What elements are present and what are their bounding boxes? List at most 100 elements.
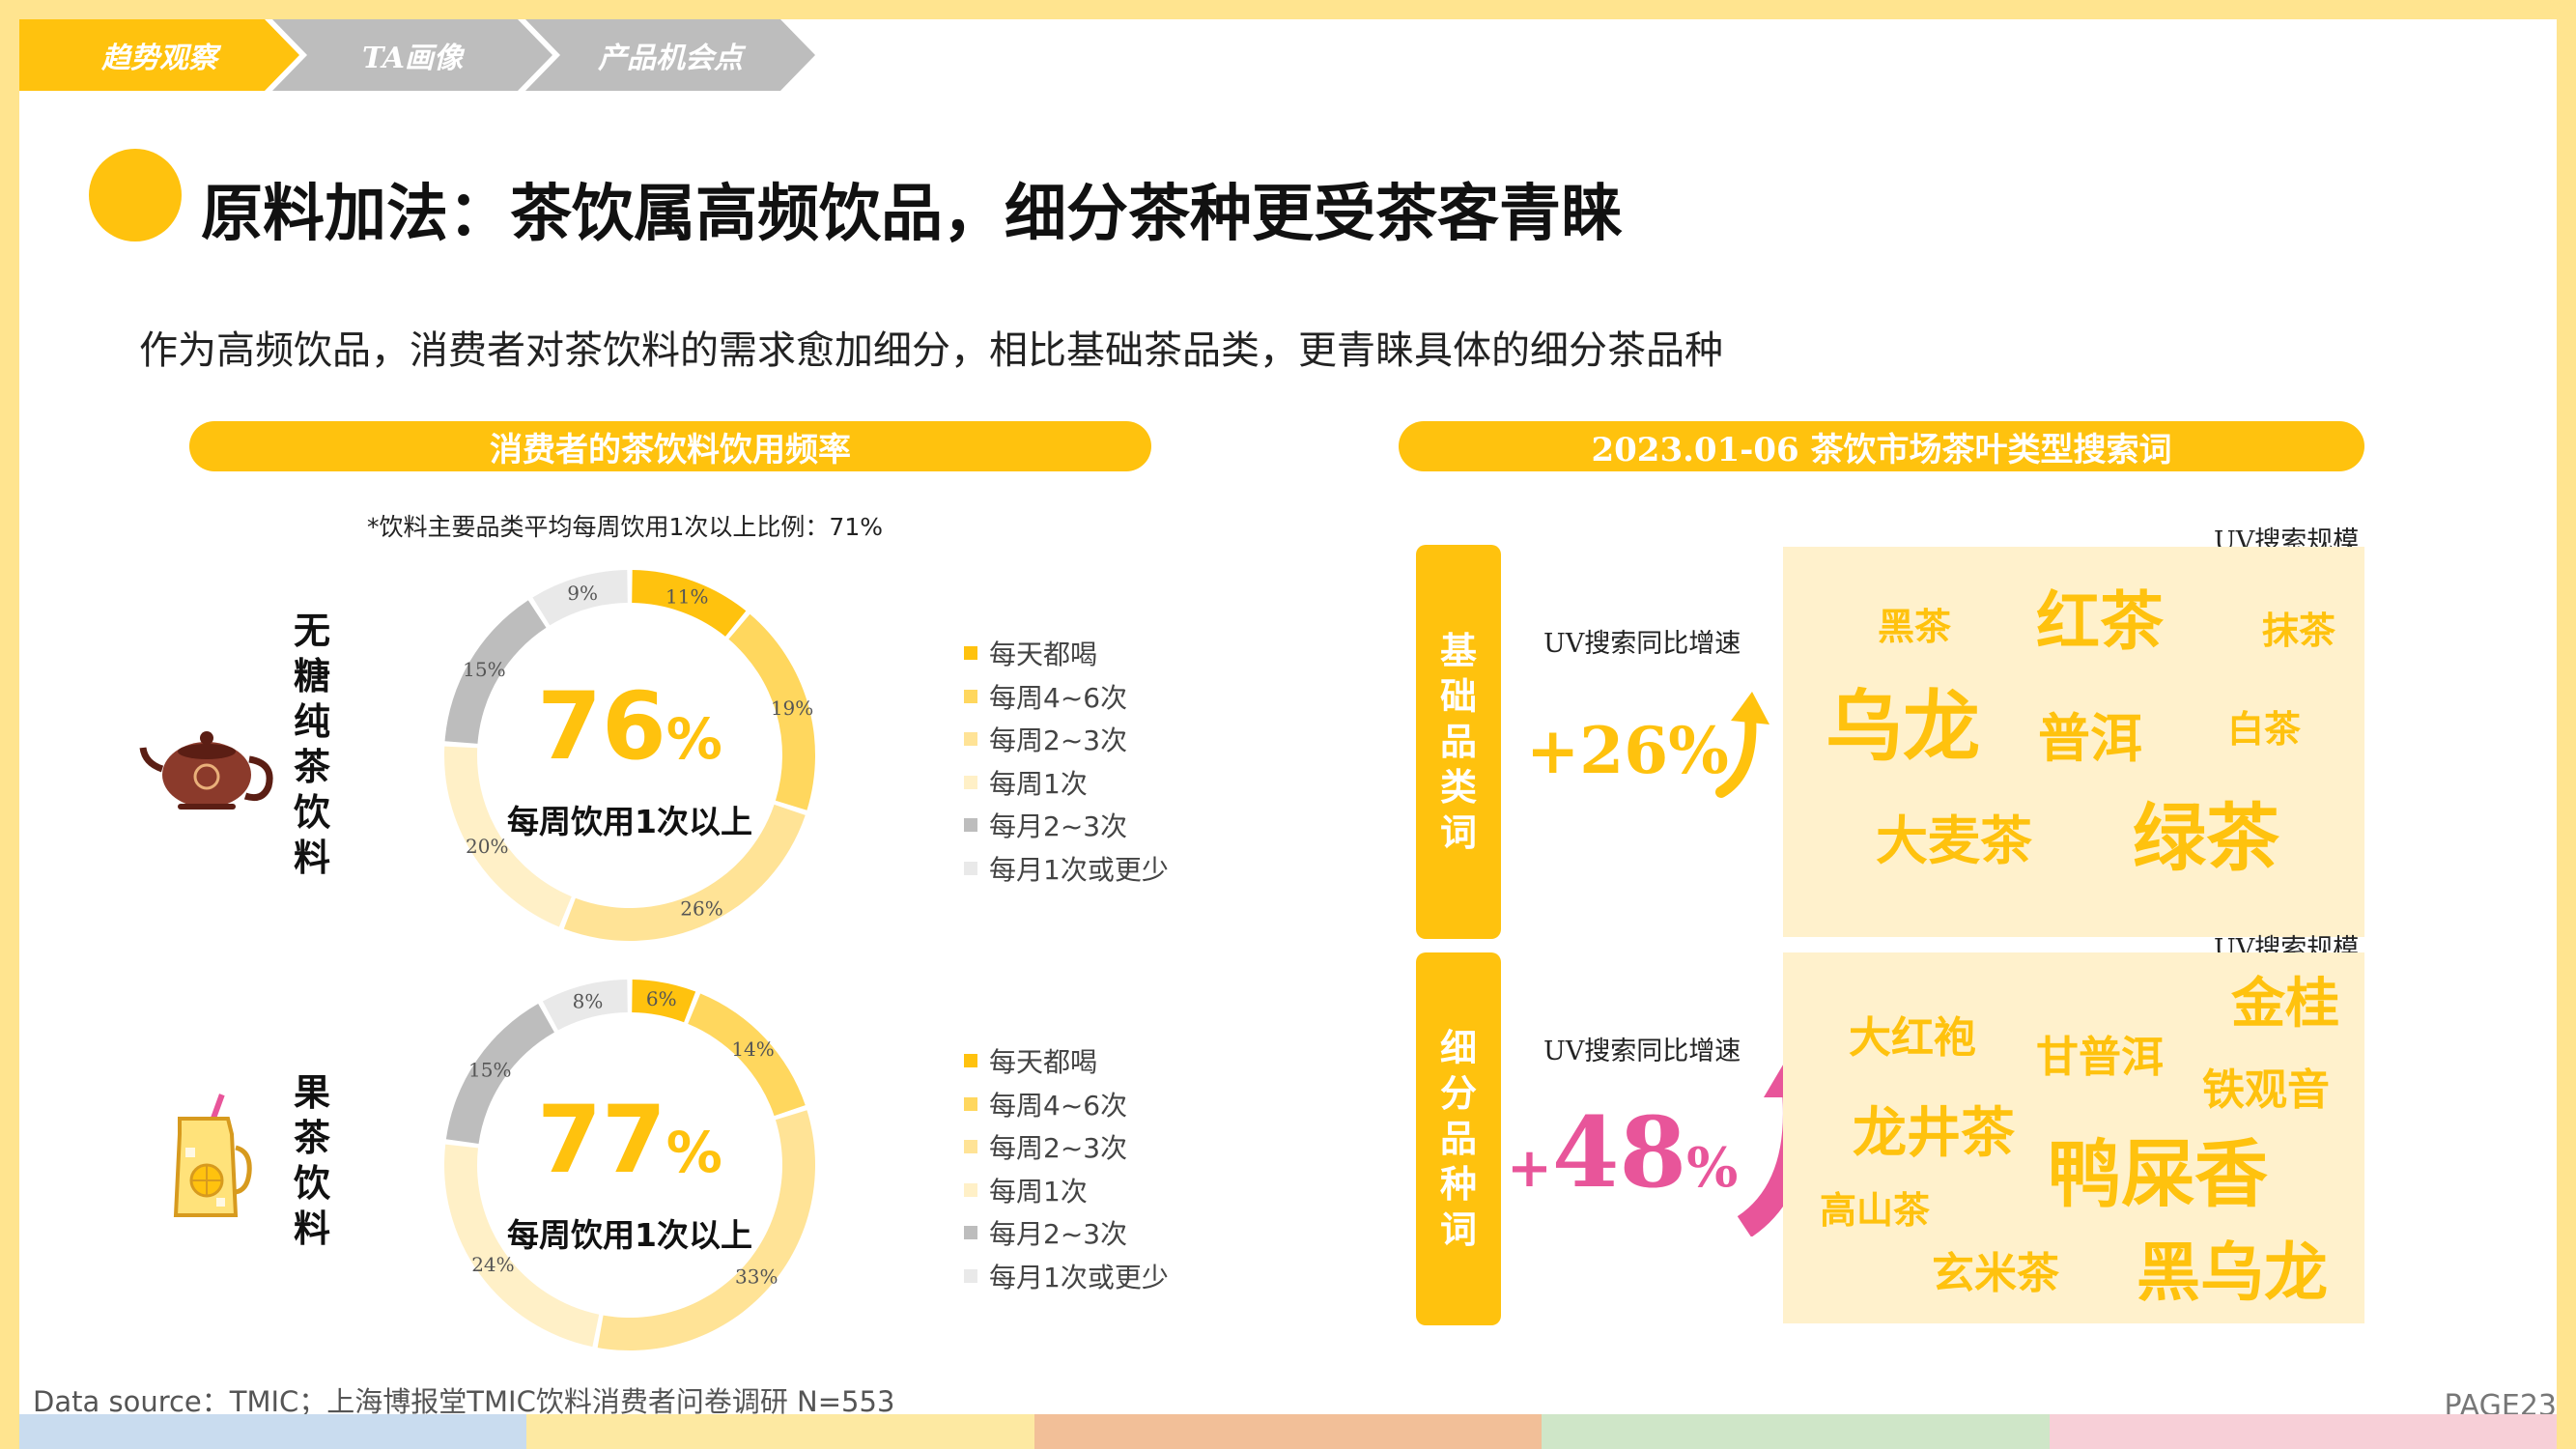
donut-slice (728, 613, 815, 810)
legend-label: 每周1次 (989, 1175, 1088, 1208)
legend-label: 每周2~3次 (989, 724, 1128, 757)
word-cloud-variety: 金桂 大红袍 甘普洱 铁观音 龙井茶 鸭屎香 高山茶 玄米茶 黑乌龙 (1783, 952, 2364, 1323)
variety-growth-value: +48% (1507, 1095, 1738, 1209)
growth-arrow-up-icon (1715, 692, 1769, 798)
page-title: 原料加法：茶饮属高频饮品，细分茶种更受茶客青睐 (201, 179, 1623, 250)
chart1-title-char: 料 (293, 837, 330, 879)
donut-slice (563, 804, 806, 941)
word-heiwulong: 黑乌龙 (2137, 1236, 2328, 1310)
donut-slice (597, 1110, 815, 1350)
legend-swatch (964, 1182, 977, 1197)
legend-item: 每周4~6次 (964, 675, 1169, 719)
basic-label-char: 基 (1439, 629, 1477, 672)
word-lvcha: 绿茶 (2133, 795, 2279, 881)
donut-slice (444, 600, 547, 744)
legend-item: 每月2~3次 (964, 1211, 1169, 1255)
donut-slice-label: 19% (771, 696, 813, 720)
word-cloud-basic: 黑茶 红茶 抹茶 乌龙 普洱 白茶 大麦茶 绿茶 (1783, 547, 2364, 937)
basic-label-char: 品 (1439, 720, 1477, 763)
breadcrumb-item-opportunity[interactable]: 产品机会点 (525, 19, 815, 91)
donut-slice (632, 980, 696, 1023)
variety-label-char: 细 (1439, 1026, 1477, 1069)
donut-slice (632, 570, 747, 637)
legend-item: 每周1次 (964, 761, 1169, 805)
legend-item: 每周4~6次 (964, 1083, 1169, 1126)
variety-uv-growth-label: UV搜索同比增速 (1543, 1037, 1741, 1066)
word-mocha: 抹茶 (2262, 610, 2336, 652)
chart2-title-char: 茶 (293, 1117, 330, 1159)
variety-growth-sign: + (1507, 1136, 1552, 1200)
donut-slice-label: 20% (466, 835, 508, 858)
legend-label: 每周2~3次 (989, 1132, 1128, 1165)
legend-item: 每周1次 (964, 1169, 1169, 1212)
chart2-title-char: 饮 (293, 1162, 330, 1205)
chart2-title-char: 料 (293, 1208, 330, 1250)
legend-item: 每月1次或更少 (964, 1255, 1169, 1298)
variety-label-char: 分 (1439, 1071, 1477, 1115)
donut-slice (542, 980, 628, 1031)
legend-swatch (964, 861, 977, 875)
donut-slice-label: 6% (646, 987, 677, 1010)
legend-label: 每周1次 (989, 767, 1088, 800)
category-box-basic: 基 础 品 类 词 (1416, 545, 1501, 939)
chart2-center-unit: % (665, 1120, 722, 1185)
right-section-header: 2023.01-06 茶饮市场茶叶类型搜索词 (1399, 421, 2364, 471)
legend-swatch (964, 646, 977, 661)
variety-growth-number: 48 (1551, 1095, 1687, 1209)
breadcrumb-item-trend[interactable]: 趋势观察 (19, 19, 299, 91)
word-hongcha: 红茶 (2036, 584, 2164, 659)
donut-slice-label: 9% (567, 582, 598, 605)
donut-slice-label: 8% (573, 989, 604, 1012)
donut-slice-label: 24% (471, 1253, 514, 1276)
chart1-center-unit: % (665, 706, 722, 772)
word-xuanmicha: 玄米茶 (1932, 1249, 2059, 1298)
legend-item: 每月2~3次 (964, 804, 1169, 847)
footer-color-segment (1542, 1414, 2050, 1449)
legend-item: 每天都喝 (964, 1039, 1169, 1083)
legend-label: 每月2~3次 (989, 810, 1128, 843)
legend-swatch (964, 775, 977, 789)
word-yashixiang: 鸭屎香 (2048, 1131, 2268, 1217)
word-baicha: 白茶 (2227, 708, 2302, 751)
chart2-legend: 每天都喝每周4~6次每周2~3次 每周1次 每月2~3次每月1次或更少 (964, 1039, 1169, 1297)
variety-label-char: 词 (1439, 1208, 1477, 1251)
legend-label: 每天都喝 (989, 1046, 1098, 1079)
chart-note: *饮料主要品类平均每周饮用1次以上比例：71% (367, 513, 883, 541)
chart1-title-char: 茶 (293, 746, 330, 788)
breadcrumb-item-ta[interactable]: TA画像 (272, 19, 552, 91)
breadcrumb: 趋势观察 TA画像 产品机会点 (19, 19, 831, 91)
donut-slice (444, 1144, 600, 1348)
legend-item: 每月1次或更少 (964, 847, 1169, 891)
word-tieguanyin: 铁观音 (2202, 1065, 2330, 1115)
chart1-title-char: 糖 (293, 655, 330, 697)
word-ganpuer: 甘普洱 (2036, 1033, 2164, 1082)
legend-label: 每月1次或更少 (989, 1261, 1169, 1293)
donut-slice (445, 1004, 554, 1145)
legend-swatch (964, 689, 977, 703)
title-bullet-icon (89, 149, 182, 242)
left-section-header: 消费者的茶饮料饮用频率 (189, 421, 1151, 471)
donut-chart-sugarfree-tea: 11% 19% 26% 20% 15% 9% (444, 570, 815, 941)
legend-swatch (964, 818, 977, 833)
word-heicha: 黑茶 (1878, 606, 1952, 648)
chart1-title-char: 无 (293, 610, 330, 652)
chart2-center-number: 77 (537, 1086, 666, 1194)
legend-item: 每天都喝 (964, 632, 1169, 675)
donut-slice-label: 14% (731, 1037, 774, 1061)
variety-label-char: 种 (1439, 1162, 1477, 1206)
chart2-center-value: 77% (485, 1086, 775, 1194)
word-puer: 普洱 (2038, 708, 2142, 769)
legend-swatch (964, 1140, 977, 1154)
footer-color-segment (2049, 1414, 2558, 1449)
legend-item: 每周2~3次 (964, 1125, 1169, 1169)
slide: 趋势观察 TA画像 产品机会点 原料加法：茶饮属高频饮品，细分茶种更受茶客青睐 … (19, 19, 2557, 1423)
chart1-title-char: 饮 (293, 791, 330, 834)
page-subtitle: 作为高频饮品，消费者对茶饮料的需求愈加细分，相比基础茶品类，更青睐具体的细分茶品… (139, 328, 1723, 373)
chart1-center-value: 76% (485, 672, 775, 781)
word-gaoshancha: 高山茶 (1820, 1189, 1931, 1232)
footer-color-segment (1033, 1414, 1543, 1449)
chart1-center-number: 76 (537, 672, 666, 781)
legend-swatch (964, 1096, 977, 1111)
word-damaicha: 大麦茶 (1876, 810, 2032, 871)
basic-label-char: 类 (1439, 765, 1477, 809)
